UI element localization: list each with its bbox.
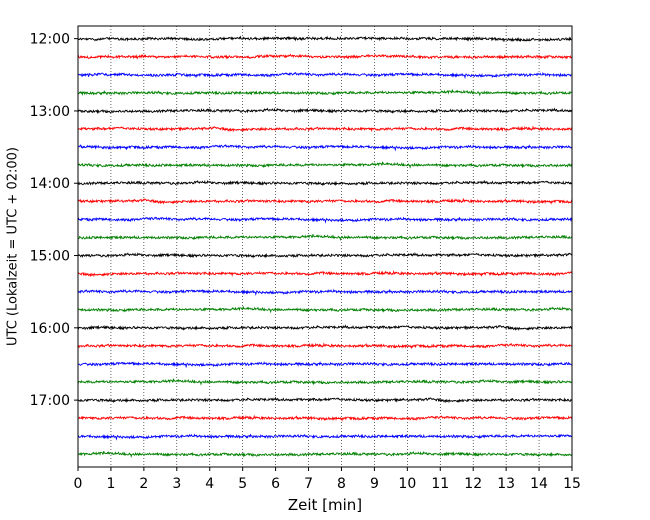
x-tick-label: 15 — [563, 476, 581, 492]
seismic-trace — [77, 179, 573, 187]
seismic-traces — [77, 35, 573, 458]
seismic-trace — [77, 89, 573, 97]
seismic-trace — [77, 53, 573, 60]
seismic-trace — [77, 306, 573, 314]
x-tick-label: 0 — [74, 476, 83, 492]
seismic-trace — [77, 125, 573, 133]
seismic-trace — [77, 234, 573, 242]
seismic-trace — [77, 35, 573, 42]
y-tick-label: 13:00 — [30, 104, 70, 120]
seismic-trace — [77, 342, 573, 350]
x-tick-label: 7 — [304, 476, 313, 492]
seismic-trace — [77, 414, 573, 422]
x-tick-label: 13 — [497, 476, 515, 492]
y-axis-label: UTC (Lokalzeit = UTC + 02:00) — [6, 147, 21, 346]
x-tick-label: 8 — [337, 476, 346, 492]
x-tick-label: 12 — [464, 476, 482, 492]
x-tick-label: 6 — [271, 476, 280, 492]
plot-frame — [77, 25, 573, 468]
seismic-trace — [77, 361, 573, 369]
seismic-trace — [77, 71, 573, 80]
x-axis-ticks: 0 1 2 3 4 5 6 7 8 9 10 11 12 13 14 15 — [74, 467, 581, 492]
y-tick-label: 12:00 — [30, 32, 70, 48]
x-axis-label: Zeit [min] — [288, 496, 362, 514]
x-tick-label: 2 — [139, 476, 148, 492]
y-tick-label: 14:00 — [30, 176, 70, 192]
seismic-trace — [77, 216, 573, 224]
x-tick-label: 9 — [370, 476, 379, 492]
y-tick-label: 17:00 — [30, 393, 70, 409]
seismic-trace — [77, 197, 573, 205]
x-tick-label: 4 — [205, 476, 214, 492]
y-tick-label: 16:00 — [30, 321, 70, 337]
x-tick-label: 14 — [530, 476, 548, 492]
x-tick-label: 10 — [398, 476, 416, 492]
seismic-trace — [77, 450, 573, 458]
seismic-trace — [77, 324, 573, 331]
seismic-trace — [77, 144, 573, 152]
seismic-trace — [77, 161, 573, 169]
seismic-trace — [77, 288, 573, 297]
seismic-trace — [77, 396, 573, 404]
x-tick-label: 1 — [106, 476, 115, 492]
y-axis-ticks: 12:00 13:00 14:00 15:00 16:00 17:00 — [30, 32, 78, 409]
y-tick-label: 15:00 — [30, 249, 70, 265]
x-tick-label: 5 — [238, 476, 247, 492]
seismic-trace — [77, 270, 573, 278]
seismic-trace — [77, 433, 573, 441]
seismic-trace — [77, 252, 573, 259]
x-tick-label: 3 — [172, 476, 181, 492]
x-tick-label: 11 — [431, 476, 449, 492]
seismic-trace — [77, 378, 573, 386]
seismic-trace — [77, 107, 573, 114]
